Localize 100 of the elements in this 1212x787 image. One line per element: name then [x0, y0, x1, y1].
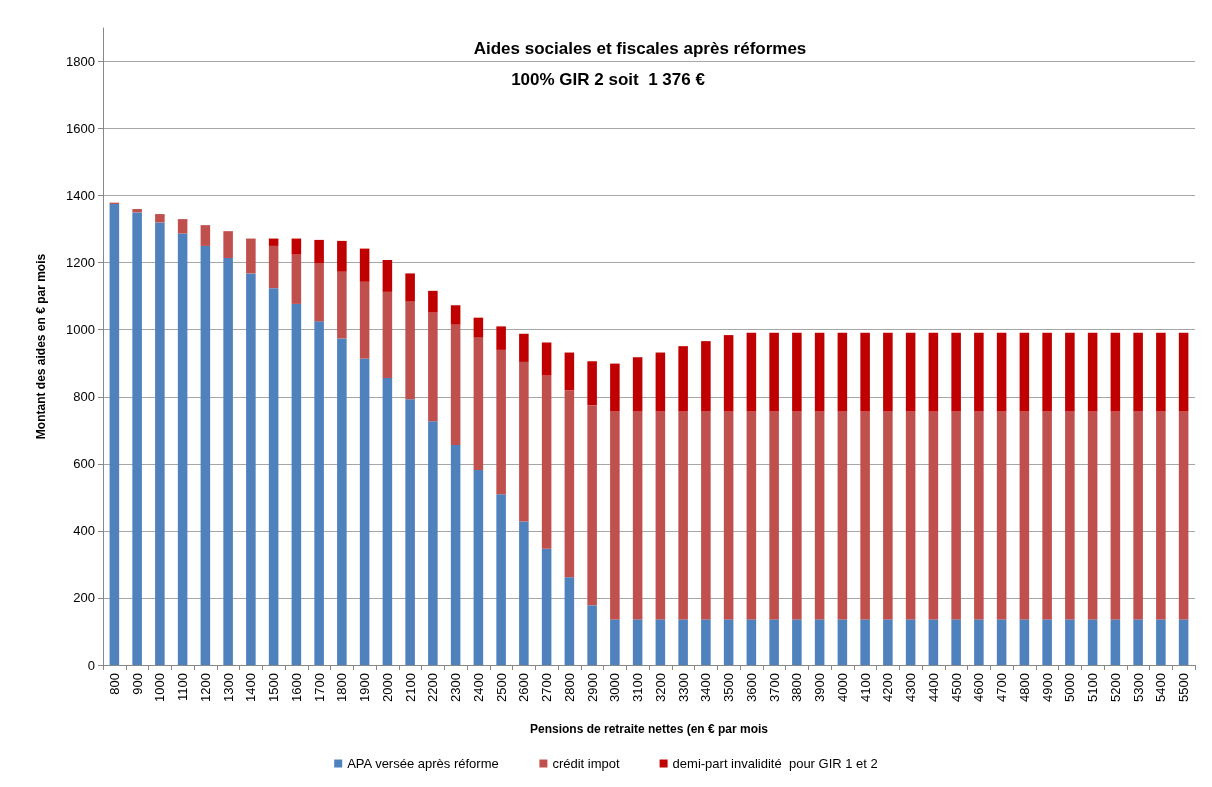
x-tick-label: 800: [106, 673, 122, 695]
bar: [883, 619, 893, 665]
bar: [314, 263, 324, 322]
bar: [564, 577, 575, 665]
bar: [450, 445, 461, 665]
bar: [473, 337, 484, 470]
x-tick-label: 4100: [857, 673, 873, 702]
bar: [723, 335, 734, 412]
legend-label: APA versée après réforme: [347, 756, 499, 771]
x-tick-label: 4600: [971, 673, 987, 702]
x-tick-label: 1700: [311, 673, 327, 702]
bar: [496, 494, 506, 665]
x-tick-label: 2800: [561, 673, 577, 702]
bar: [1133, 332, 1143, 412]
bar: [1019, 619, 1030, 665]
x-tick-label: 4900: [1039, 673, 1055, 702]
bar: [723, 619, 734, 665]
y-tick-label: 800: [73, 389, 95, 405]
x-tick-label: 1300: [220, 673, 236, 702]
bar: [1019, 411, 1030, 620]
bar: [382, 260, 393, 292]
bar: [951, 619, 961, 665]
x-tick-label: 1800: [334, 673, 350, 702]
bar: [814, 619, 825, 665]
x-tick-label: 5200: [1107, 673, 1123, 702]
x-tick-label: 3400: [698, 673, 714, 702]
bar: [632, 619, 643, 665]
bar: [1042, 619, 1052, 665]
bar: [928, 332, 939, 412]
bar: [974, 332, 984, 412]
bar: [860, 411, 870, 620]
x-tick-label: 1200: [197, 673, 213, 702]
bar: [200, 245, 211, 665]
bar: [428, 290, 438, 313]
bar: [473, 317, 484, 338]
legend-label: crédit impot: [552, 756, 620, 771]
x-tick-label: 1400: [243, 673, 259, 702]
bar: [223, 257, 233, 665]
bar: [974, 619, 984, 665]
bar: [996, 332, 1007, 412]
text: Aides sociales et fiscales après réformes: [473, 39, 807, 58]
bar: [814, 332, 825, 412]
bar: [632, 411, 643, 620]
legend-label: demi-part invalidité pour GIR 1 et 2: [672, 756, 878, 771]
x-tick-label: 4000: [834, 673, 850, 702]
y-tick-label: 1000: [66, 322, 95, 338]
x-tick-label: 1500: [266, 673, 282, 702]
bar: [974, 411, 984, 620]
x-tick-label: 2600: [516, 673, 532, 702]
bar: [814, 411, 825, 620]
y-tick-label: 200: [73, 590, 95, 606]
bar: [610, 619, 620, 665]
bar: [246, 238, 256, 274]
y-tick-label: 0: [87, 657, 95, 673]
bar: [268, 288, 279, 665]
bar: [246, 273, 256, 665]
x-tick-label: 3800: [789, 673, 805, 702]
bar: [428, 312, 438, 422]
bar: [382, 378, 393, 665]
bar: [177, 219, 188, 234]
bar: [1110, 411, 1121, 620]
bar: [177, 233, 188, 665]
bar: [268, 238, 279, 246]
bar: [1178, 619, 1189, 665]
bar: [337, 240, 347, 272]
x-tick-label: 2300: [448, 673, 464, 702]
bar: [541, 375, 552, 549]
x-tick-label: 4800: [1016, 673, 1032, 702]
x-tick-label: 5000: [1062, 673, 1078, 702]
bar: [746, 411, 757, 620]
bar: [928, 411, 939, 620]
bar: [792, 332, 802, 412]
bar: [405, 273, 415, 302]
bar: [1065, 619, 1075, 665]
bar: [405, 301, 415, 400]
bar: [769, 332, 779, 412]
bar: [701, 619, 711, 665]
bar: [701, 341, 711, 412]
bar: [769, 411, 779, 620]
x-tick-label: 2400: [470, 673, 486, 702]
x-tick-label: 3300: [675, 673, 691, 702]
bar: [587, 361, 597, 406]
bar: [1156, 411, 1166, 620]
bar: [655, 411, 666, 620]
bar: [1178, 332, 1189, 412]
bar: [951, 332, 961, 412]
bar: [405, 399, 415, 665]
bar: [132, 212, 142, 665]
x-tick-label: 2700: [539, 673, 555, 702]
bar: [223, 231, 233, 258]
x-tick-label: 3600: [743, 673, 759, 702]
bar: [1087, 411, 1098, 620]
bar: [951, 411, 961, 620]
bar: [769, 619, 779, 665]
bar: [1087, 619, 1098, 665]
bar: [541, 548, 552, 665]
bar: [996, 619, 1007, 665]
x-tick-label: 4400: [925, 673, 941, 702]
x-tick-label: 4200: [880, 673, 896, 702]
bar: [200, 225, 211, 246]
